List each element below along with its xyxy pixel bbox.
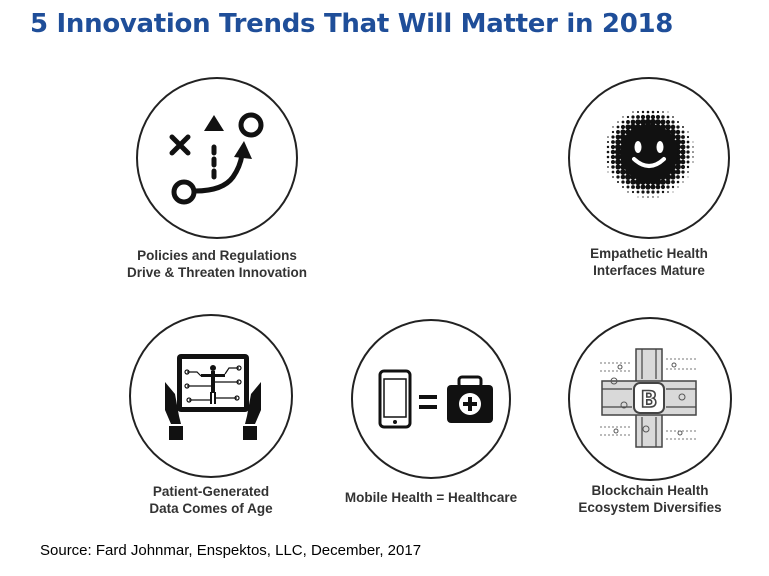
page-title: 5 Innovation Trends That Will Matter in … (30, 9, 674, 39)
trend-label-line2: Data Comes of Age (149, 501, 273, 516)
trend-label-blockchain: Blockchain Health Ecosystem Diversifies (550, 482, 750, 516)
phone-equals-medkit-icon (378, 369, 493, 429)
trend-label-line1: Blockchain Health (591, 483, 709, 498)
trend-circle-blockchain: B (568, 317, 732, 481)
svg-text:B: B (641, 388, 658, 413)
blockchain-circuit-icon: B (600, 348, 698, 448)
trend-label-line1: Empathetic Health (590, 246, 708, 261)
trend-circle-policies (136, 77, 298, 239)
trend-label-line2: Ecosystem Diversifies (578, 500, 722, 515)
source-note: Source: Fard Johnmar, Enspektos, LLC, De… (40, 542, 422, 559)
trend-circle-empathetic (568, 77, 730, 239)
trend-circle-mobile-health (351, 319, 511, 479)
trend-label-line1: Mobile Health = Healthcare (344, 490, 518, 505)
tablet-body-scan-icon (165, 354, 261, 440)
trend-label-line2: Drive & Threaten Innovation (126, 265, 308, 280)
trend-label-line1: Policies and Regulations (137, 248, 297, 263)
smiley-halftone-icon (606, 110, 694, 198)
trend-label-policies: Policies and Regulations Drive & Threate… (117, 247, 317, 281)
trend-label-patient-data: Patient-Generated Data Comes of Age (111, 483, 311, 517)
trend-label-empathetic: Empathetic Health Interfaces Mature (549, 245, 749, 279)
trend-circle-patient-data (129, 314, 293, 478)
trend-label-line1: Patient-Generated (152, 484, 270, 499)
trend-label-line2: Interfaces Mature (593, 263, 705, 278)
trend-label-mobile-health: Mobile Health = Healthcare (331, 489, 531, 506)
strategy-play-icon (169, 112, 264, 205)
